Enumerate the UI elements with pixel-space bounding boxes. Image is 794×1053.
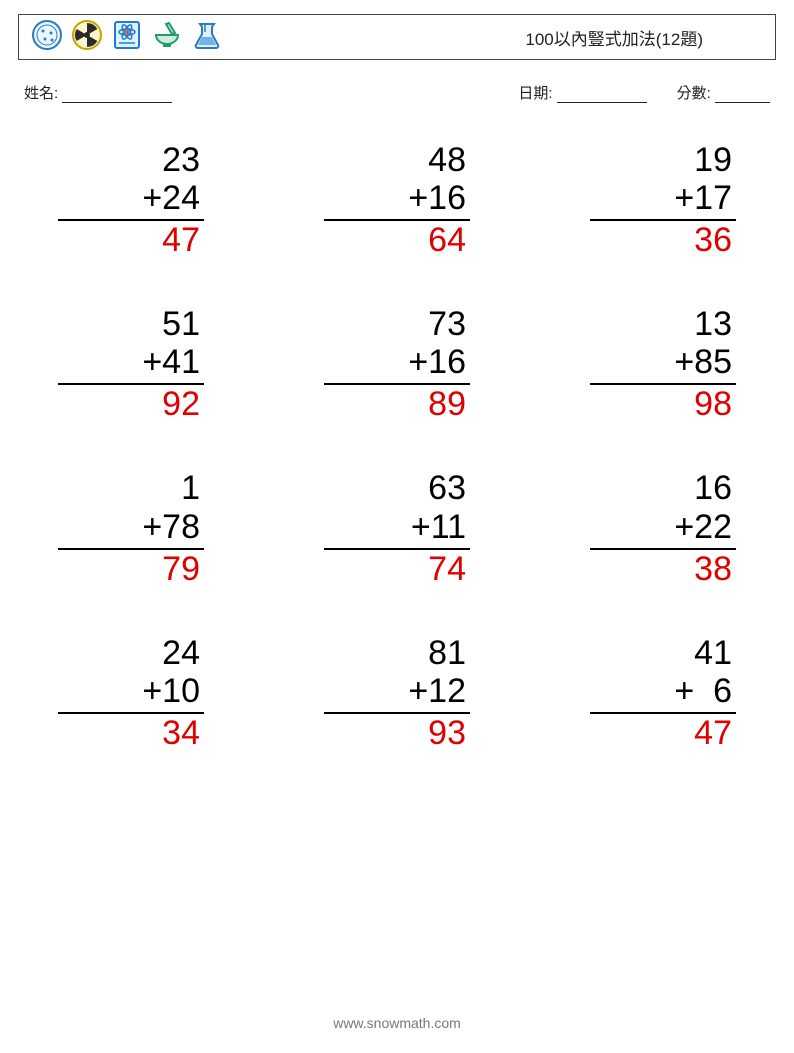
addend-bottom: +78 [58, 508, 204, 546]
answer: 79 [58, 550, 204, 588]
meta-date: 日期: [518, 82, 646, 103]
problem: 16+22 38 [590, 469, 736, 587]
date-blank[interactable] [557, 86, 647, 103]
addend-bottom: +12 [324, 672, 470, 710]
answer: 89 [324, 385, 470, 423]
answer: 93 [324, 714, 470, 752]
problem: 63+11 74 [324, 469, 470, 587]
addend-top: 23 [58, 141, 204, 179]
problem: 51+41 92 [58, 305, 204, 423]
date-label: 日期: [518, 85, 552, 102]
score-label: 分數: [677, 85, 711, 102]
addend-bottom: +10 [58, 672, 204, 710]
problem: 24+10 34 [58, 634, 204, 752]
addend-top: 1 [58, 469, 204, 507]
answer: 47 [58, 221, 204, 259]
addend-bottom: +16 [324, 179, 470, 217]
atom-card-icon [111, 19, 143, 56]
problem: 23+24 47 [58, 141, 204, 259]
radioactive-icon [71, 19, 103, 56]
meta-row: 姓名: 日期: 分數: [24, 82, 770, 103]
problem: 41+ 6 47 [590, 634, 736, 752]
problem: 81+12 93 [324, 634, 470, 752]
addend-top: 16 [590, 469, 736, 507]
beaker-icon [191, 19, 223, 56]
problem: 13+85 98 [590, 305, 736, 423]
addend-bottom: +16 [324, 343, 470, 381]
worksheet-title: 100以內豎式加法(12題) [525, 25, 703, 50]
mortar-pestle-icon [151, 19, 183, 56]
addend-top: 51 [58, 305, 204, 343]
answer: 64 [324, 221, 470, 259]
addend-top: 48 [324, 141, 470, 179]
problem-grid: 23+24 47 48+16 64 19+17 36 51+41 92 73+1… [58, 141, 736, 752]
addend-bottom: +11 [324, 508, 470, 546]
name-blank[interactable] [62, 86, 172, 103]
petri-dish-icon [31, 19, 63, 56]
header-icon-row [31, 19, 223, 56]
score-blank[interactable] [715, 86, 770, 103]
addend-bottom: +41 [58, 343, 204, 381]
footer-url: www.snowmath.com [0, 1015, 794, 1031]
addend-top: 24 [58, 634, 204, 672]
addend-top: 19 [590, 141, 736, 179]
addend-top: 63 [324, 469, 470, 507]
meta-score: 分數: [677, 82, 770, 103]
addend-top: 13 [590, 305, 736, 343]
addend-bottom: +24 [58, 179, 204, 217]
addend-bottom: +85 [590, 343, 736, 381]
addend-bottom: +22 [590, 508, 736, 546]
addend-bottom: +17 [590, 179, 736, 217]
addend-top: 81 [324, 634, 470, 672]
answer: 36 [590, 221, 736, 259]
addend-bottom: + 6 [590, 672, 736, 710]
answer: 38 [590, 550, 736, 588]
addend-top: 41 [590, 634, 736, 672]
problem: 1+78 79 [58, 469, 204, 587]
answer: 92 [58, 385, 204, 423]
name-label: 姓名: [24, 85, 58, 102]
answer: 34 [58, 714, 204, 752]
problem: 73+16 89 [324, 305, 470, 423]
header-bar: 100以內豎式加法(12題) [18, 14, 776, 60]
problem: 19+17 36 [590, 141, 736, 259]
answer: 74 [324, 550, 470, 588]
problem: 48+16 64 [324, 141, 470, 259]
meta-name: 姓名: [24, 82, 518, 103]
answer: 98 [590, 385, 736, 423]
addend-top: 73 [324, 305, 470, 343]
answer: 47 [590, 714, 736, 752]
